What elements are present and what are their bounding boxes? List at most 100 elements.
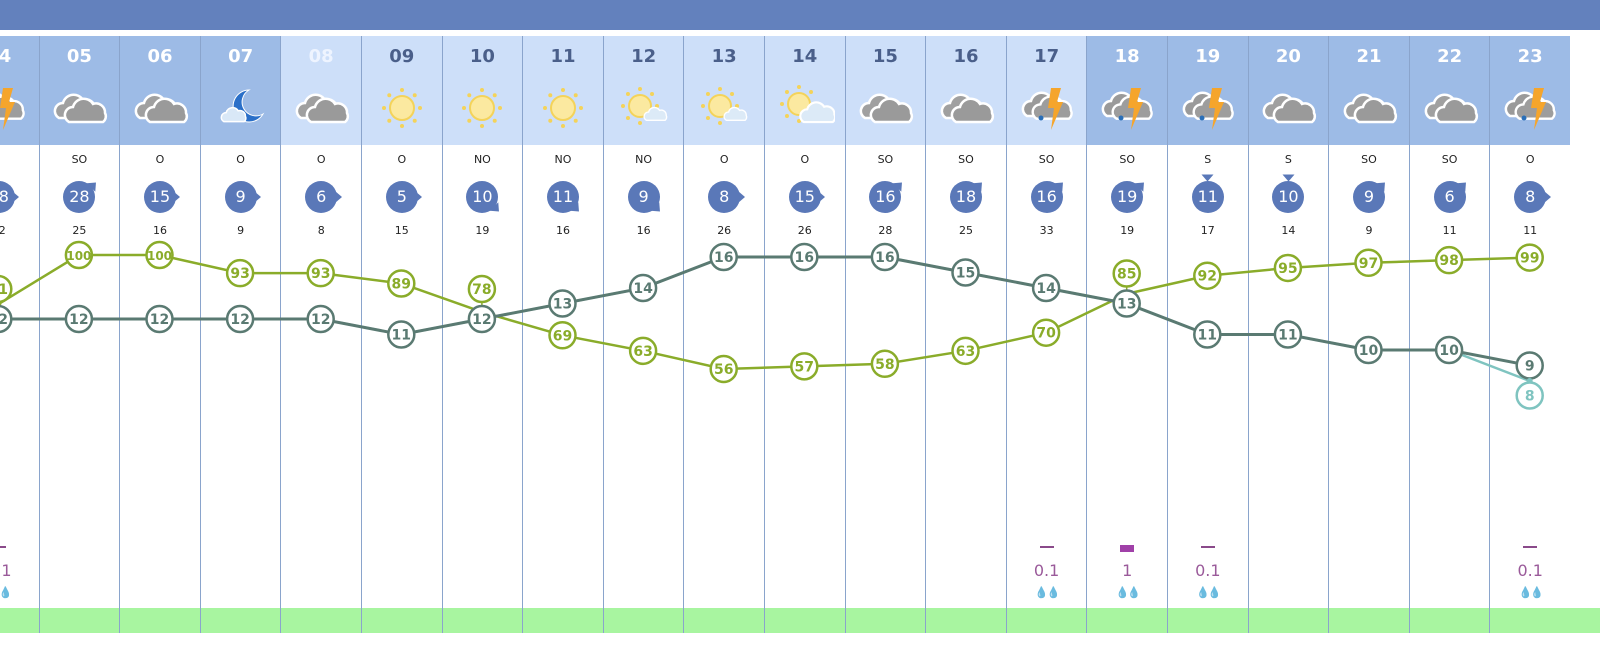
wind-arrow-icon	[334, 191, 342, 203]
hour-label: 07	[228, 46, 254, 67]
thunderstorm-icon	[1017, 84, 1077, 132]
temperature-value: 16	[875, 250, 894, 266]
hour-column: 16 SO 18 25	[925, 36, 1006, 633]
hour-label: 23	[1517, 46, 1543, 67]
hour-label: 09	[389, 46, 415, 67]
rain-drops-icon: 💧💧	[1115, 586, 1140, 599]
temperature-point: 15	[951, 258, 980, 287]
wind-direction: NO	[473, 153, 491, 166]
wind-speed-badge: 18	[0, 181, 15, 213]
wind-speed-badge: 19	[1111, 181, 1144, 213]
wind-speed-badge: 9	[627, 181, 660, 213]
wind-arrow-icon	[1543, 191, 1551, 203]
wind-gust: 9	[1365, 224, 1373, 237]
temperature-point: 12	[0, 304, 13, 334]
humidity-value: 70	[1036, 326, 1056, 342]
wind-speed-badge: 8	[708, 181, 741, 213]
hour-column: 20 S 10 14	[1247, 36, 1329, 633]
humidity-value: 63	[633, 344, 652, 360]
wind-gust: 33	[1039, 224, 1054, 237]
humidity-value: 56	[714, 362, 733, 378]
humidity-value: 69	[553, 328, 572, 344]
temperature-point: 16	[709, 242, 738, 272]
wind-speed-badge: 11	[1191, 181, 1224, 213]
sun-icon	[533, 84, 593, 132]
humidity-point: 69	[548, 321, 577, 350]
wind-arrow-icon	[415, 191, 423, 203]
humidity-point: 89	[387, 269, 416, 298]
hour-header: 19	[1168, 36, 1248, 145]
hour-header: 08	[281, 36, 361, 145]
humidity-value: 98	[1439, 253, 1458, 269]
temperature-point: 14	[628, 273, 658, 303]
wind-gust: 9	[237, 224, 245, 237]
hour-label: 04	[0, 46, 12, 67]
humidity-point: 97	[1354, 248, 1383, 278]
temperature-value: 14	[633, 281, 653, 297]
hourly-forecast-grid: 0418220.1💧💧05SO282506O151607O9908O6809O5…	[0, 36, 1600, 646]
humidity-point: 95	[1273, 253, 1303, 283]
wind-direction: SO	[1441, 153, 1458, 166]
precipitation-value: 0.1	[1033, 561, 1060, 580]
hour-header: 10	[442, 36, 523, 145]
hour-label: 08	[308, 46, 334, 67]
humidity-value: 89	[392, 276, 411, 292]
cloudy-icon	[1258, 84, 1318, 132]
hour-header: 18	[1087, 36, 1167, 145]
humidity-value: 95	[1278, 261, 1297, 277]
hour-column: 07 O 9 9	[199, 36, 281, 633]
wind-gust: 26	[797, 224, 812, 237]
rain-drops-icon: 💧💧	[0, 586, 13, 599]
wind-speed-badge: 15	[143, 181, 176, 213]
humidity-value: 100	[147, 249, 172, 263]
wind-direction: O	[719, 153, 729, 166]
wind-gust: 19	[475, 224, 490, 237]
cloudy-icon	[1339, 84, 1399, 132]
wind-gust: 25	[72, 224, 87, 237]
temperature-value: 13	[553, 297, 572, 313]
hour-header: 11	[523, 36, 603, 145]
hour-column: 04 18 22 0.1 💧💧	[0, 36, 39, 633]
wind-direction: SO	[877, 153, 894, 166]
sun-icon	[372, 84, 432, 132]
temperature-value: 13	[1117, 297, 1136, 313]
hour-header: 22	[1409, 36, 1490, 145]
temperature-point: 12	[467, 304, 497, 334]
humidity-value: 93	[311, 266, 330, 282]
wind-gust: 17	[1200, 224, 1215, 237]
temperature-value: 10	[1359, 343, 1379, 359]
thunderstorm-icon	[1500, 84, 1560, 132]
wind-direction: S	[1284, 153, 1292, 166]
hour-header: 12	[603, 36, 684, 145]
humidity-value: 85	[1117, 267, 1136, 283]
wind-gust: 28	[878, 224, 893, 237]
wind-direction: O	[1525, 153, 1535, 166]
feels-like-point: 8	[1515, 378, 1544, 410]
wind-arrow-icon	[12, 191, 20, 203]
temperature-point: 13	[1112, 289, 1141, 318]
humidity-point: 81	[0, 274, 13, 307]
humidity-point: 100	[145, 240, 174, 270]
rain-drops-icon: 💧💧	[1034, 586, 1060, 599]
wind-arrow-icon	[173, 191, 181, 203]
precipitation-bar	[0, 546, 6, 548]
wind-direction: NO	[635, 153, 653, 166]
wind-speed-badge: 9	[1352, 181, 1385, 213]
wind-gust: 16	[636, 224, 651, 237]
hour-header: 23	[1490, 36, 1570, 145]
humidity-point: 70	[1031, 318, 1061, 347]
humidity-point: 58	[870, 349, 900, 379]
sun-cloud-icon	[775, 84, 836, 132]
temperature-value: 16	[795, 250, 814, 266]
humidity-point: 63	[951, 336, 980, 366]
wind-arrow-icon	[737, 191, 745, 203]
wind-direction: O	[236, 153, 245, 166]
temperature-value: 10	[1439, 343, 1459, 359]
wind-speed-badge: 15	[788, 181, 821, 213]
wind-speed-badge: 6	[1433, 181, 1466, 213]
precipitation-bar	[1200, 546, 1215, 548]
wind-speed-badge: 5	[385, 181, 418, 213]
hour-header: 15	[845, 36, 926, 145]
humidity-value: 99	[1520, 251, 1539, 267]
cloudy-icon	[936, 84, 996, 132]
